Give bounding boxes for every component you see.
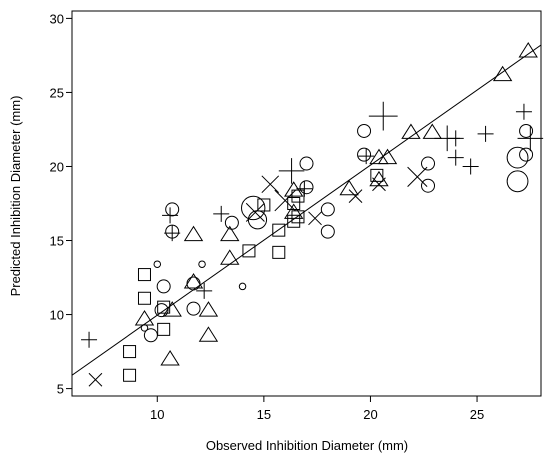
point-triangle [492,65,513,82]
point-cross [274,189,296,212]
point-square [370,168,384,182]
point-cross [261,175,280,194]
y-tick-label: 25 [50,85,64,100]
point-cross [308,211,322,226]
point-circle [506,146,529,169]
y-tick-label: 5 [57,382,64,397]
point-circle [154,303,169,318]
point-plus [447,130,464,147]
point-circle [519,123,534,138]
point-plus [164,225,181,242]
point-circle [519,147,534,162]
point-plus [196,282,213,299]
point-triangle [183,225,204,242]
point-triangle [518,42,538,58]
y-tick-label: 30 [50,11,64,26]
point-circle [357,123,372,138]
point-triangle [183,273,204,289]
regression-line [72,44,541,376]
point-circle [421,156,436,171]
point-circle [198,260,206,268]
x-tick-label: 20 [363,407,377,422]
point-circle [506,170,529,193]
point-triangle [162,301,182,317]
point-triangle [284,203,304,219]
point-square [123,368,137,382]
point-square [272,245,286,259]
point-circle [153,260,162,268]
point-plus [368,101,398,131]
point-plus [462,158,479,175]
point-circle [320,202,335,217]
point-square [137,291,151,305]
point-cross [245,202,265,222]
point-plus [517,125,544,152]
point-plus [447,149,464,166]
point-square [137,268,151,282]
plot-frame [71,10,542,397]
point-triangle [220,249,240,265]
point-circle [299,180,314,195]
point-square [157,322,171,336]
point-plus [296,180,313,197]
point-triangle [198,301,219,317]
point-triangle [160,350,180,366]
point-cross [372,177,386,192]
x-tick-label: 15 [257,407,271,422]
point-square [272,223,286,237]
point-circle [320,224,335,239]
point-circle [224,215,239,230]
point-square [242,244,256,258]
point-cross [407,166,428,187]
point-plus [358,148,375,165]
scatter-points [81,42,544,387]
point-triangle [339,179,359,196]
point-circle [357,147,372,162]
point-circle [421,178,436,193]
point-plus [477,125,494,142]
y-tick-label: 20 [50,159,64,174]
point-square [257,198,271,212]
point-circle [156,279,171,294]
point-plus [278,158,305,184]
point-square [287,214,301,228]
x-axis-title: Observed Inhibition Diameter (mm) [206,438,408,453]
point-cross [88,372,103,387]
point-plus [213,205,230,222]
point-square [123,345,137,359]
point-square [157,300,171,314]
point-circle [241,195,266,221]
point-triangle [377,148,398,165]
point-triangle [220,225,240,242]
point-plus [515,103,532,120]
point-triangle [422,123,442,139]
point-circle [165,202,180,217]
x-tick-label: 25 [470,407,484,422]
y-tick-label: 15 [50,234,64,249]
point-triangle [401,123,421,139]
point-cross [348,189,363,203]
point-triangle [198,326,219,342]
point-plus [81,331,98,348]
point-plus [162,207,179,224]
point-circle [238,282,247,291]
point-triangle [369,170,389,187]
y-tick-label: 10 [50,308,64,323]
point-circle [299,156,314,171]
x-tick-label: 10 [150,407,164,422]
point-triangle [134,310,155,326]
y-axis-title: Predicted Inhibition Diameter (mm) [8,96,23,297]
point-circle [186,301,201,316]
